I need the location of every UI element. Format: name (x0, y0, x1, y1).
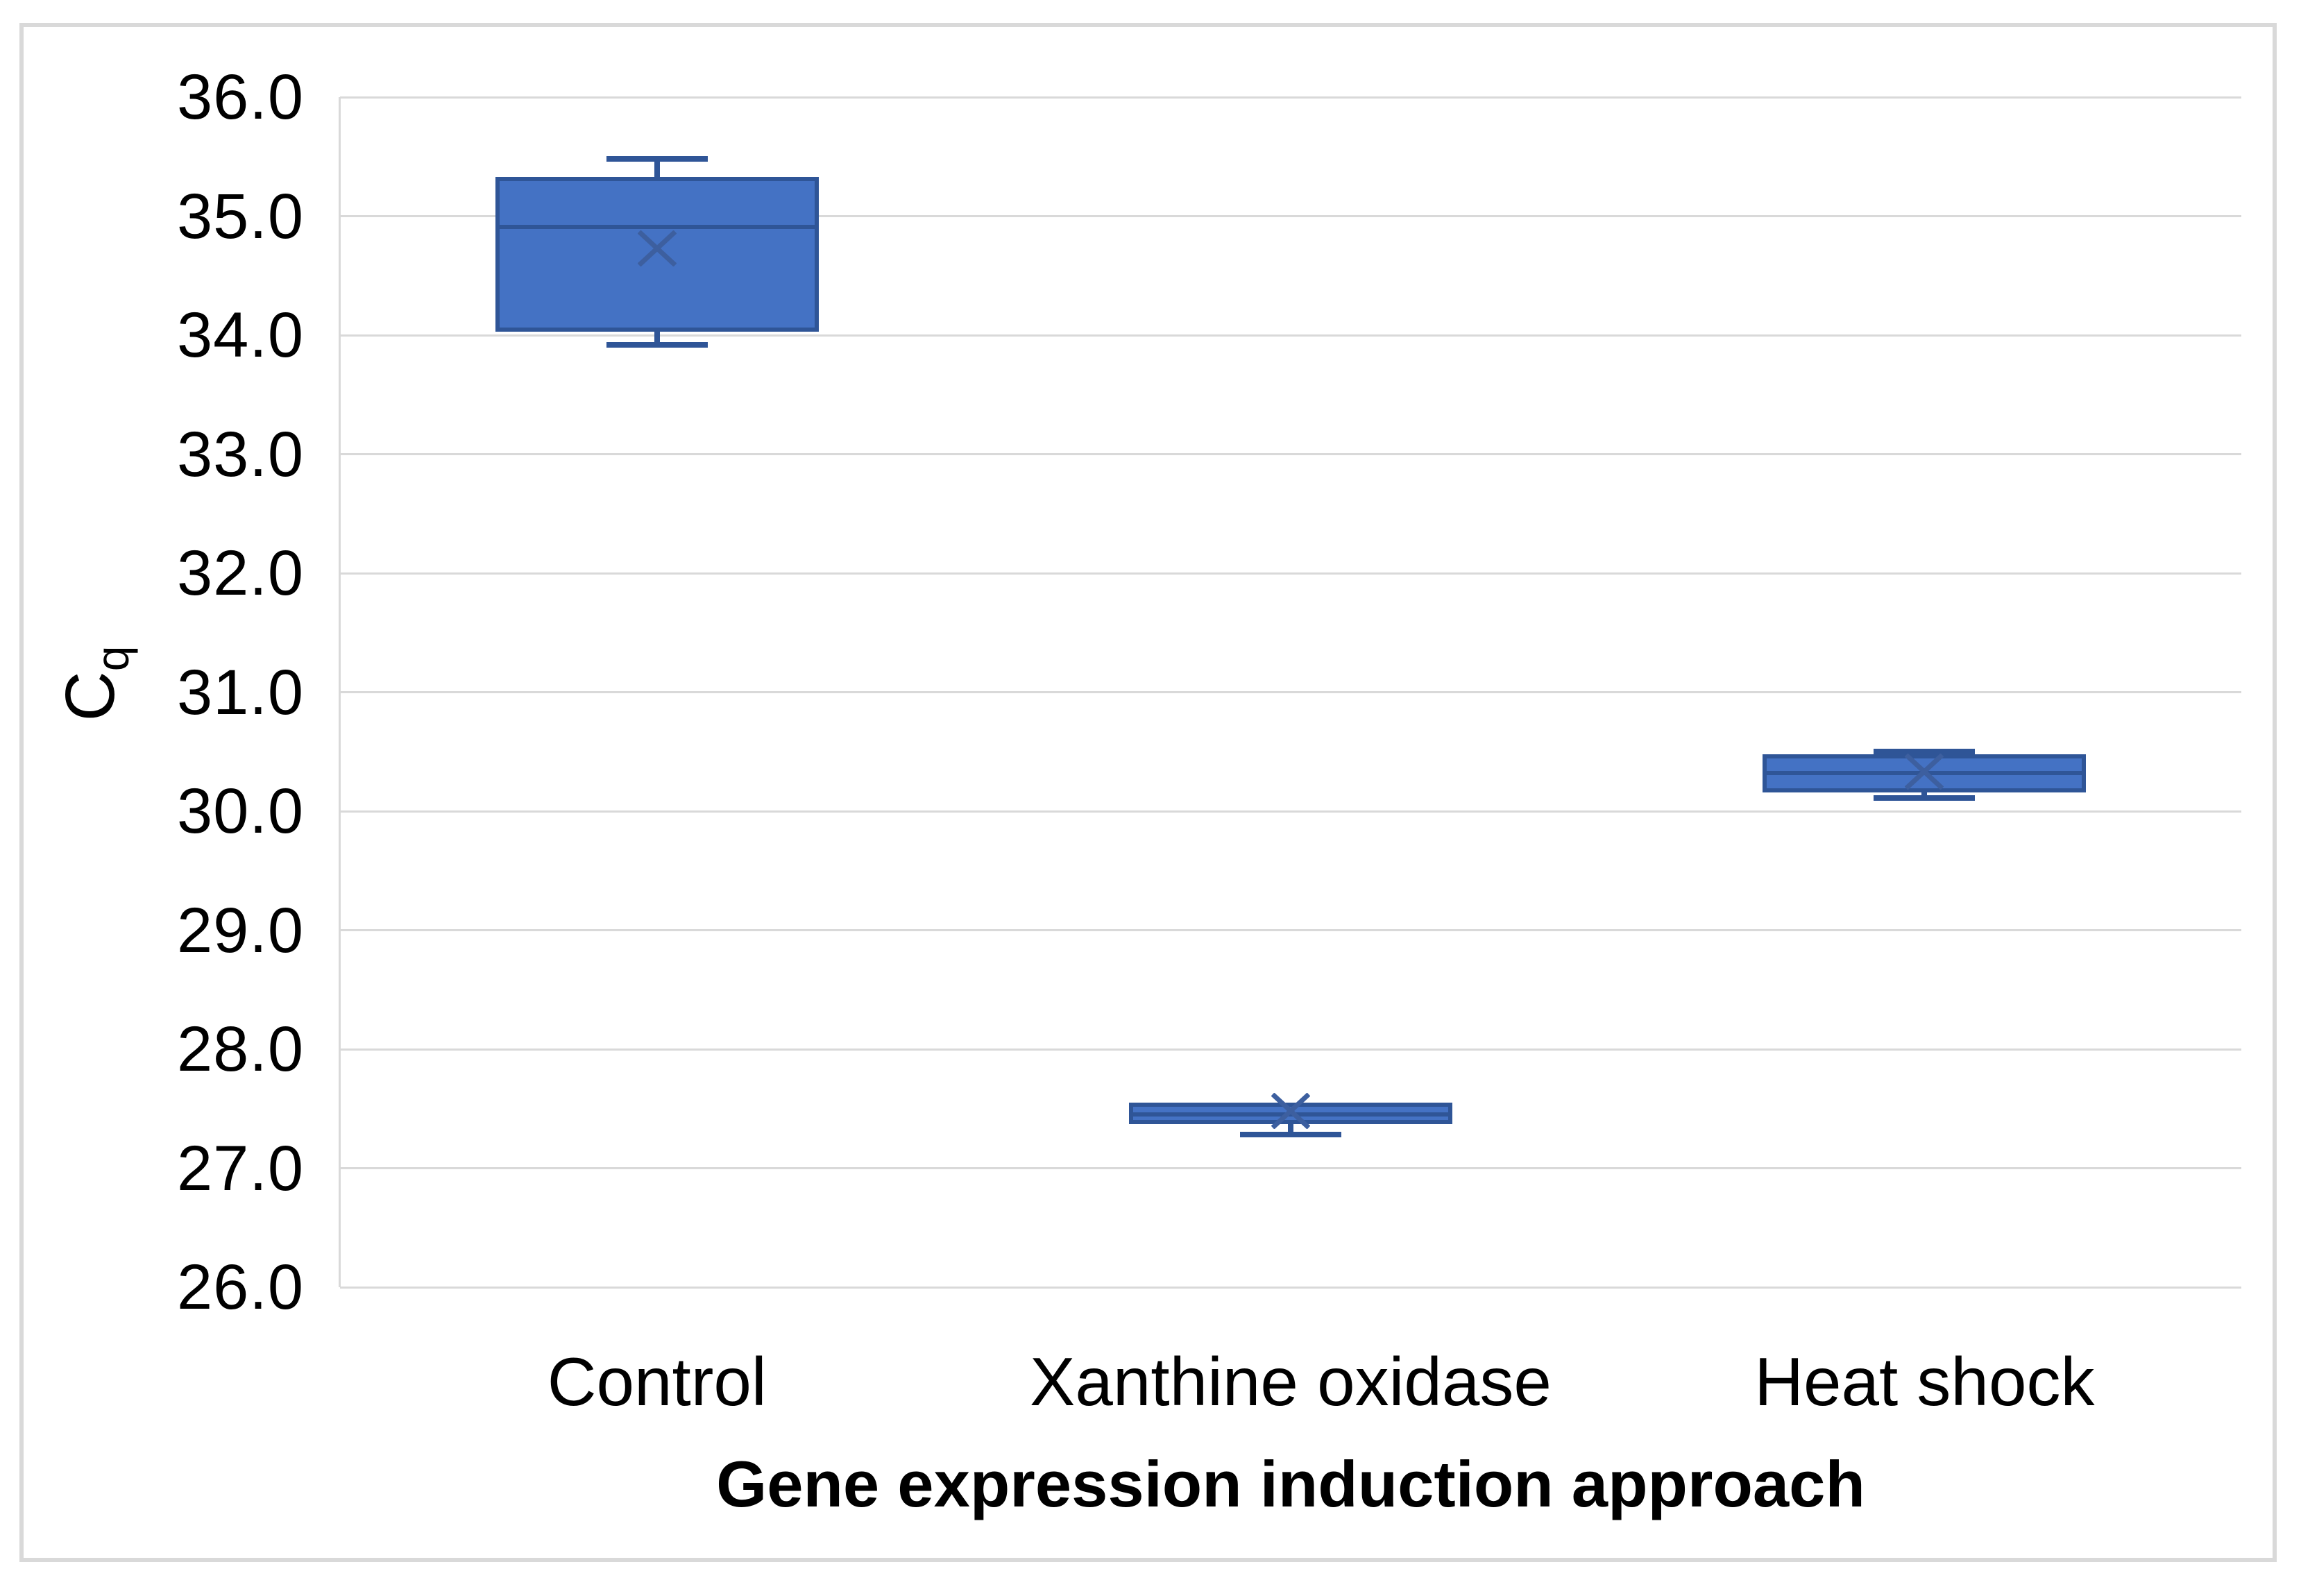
y-tick-label: 28.0 (176, 1014, 304, 1085)
y-tick-label: 31.0 (176, 656, 304, 728)
gridline (340, 96, 2241, 99)
chart-frame (19, 23, 2277, 1562)
y-tick-label: 32.0 (176, 538, 304, 609)
category-label: Heat shock (1754, 1343, 2095, 1420)
y-axis-title-base: C (51, 671, 129, 722)
y-axis-title: Cq (51, 646, 138, 722)
y-tick-label: 29.0 (176, 894, 304, 966)
upper-whisker-cap (606, 156, 708, 162)
y-tick-label: 33.0 (176, 418, 304, 490)
upper-whisker-stem (654, 159, 660, 177)
upper-whisker-cap (1874, 749, 1976, 755)
box-plot-box (495, 176, 819, 332)
lower-whisker-stem (1288, 1124, 1293, 1135)
median-line (499, 224, 815, 229)
gridline (340, 691, 2241, 693)
gridline (340, 334, 2241, 337)
mean-x-marker (637, 230, 677, 267)
gridline (340, 215, 2241, 217)
lower-whisker-cap (1240, 1132, 1341, 1138)
gridline (340, 810, 2241, 813)
lower-whisker-cap (1874, 795, 1976, 801)
median-line (1133, 1112, 1448, 1117)
lower-whisker-stem (654, 331, 660, 345)
lower-whisker-stem (1921, 792, 1928, 799)
gridline (340, 1048, 2241, 1051)
y-tick-label: 26.0 (176, 1252, 304, 1323)
y-tick-label: 27.0 (176, 1132, 304, 1204)
y-tick-label: 34.0 (176, 300, 304, 371)
gridline (340, 1167, 2241, 1169)
gridline (340, 929, 2241, 931)
y-tick-label: 30.0 (176, 776, 304, 847)
y-tick-label: 35.0 (176, 180, 304, 252)
y-axis-line (339, 97, 341, 1287)
mean-x-marker (1904, 753, 1944, 790)
x-axis-title: Gene expression induction approach (716, 1448, 1865, 1520)
gridline (340, 453, 2241, 455)
category-label: Xanthine oxidase (1030, 1343, 1552, 1420)
gridline (340, 572, 2241, 575)
gridline (340, 1286, 2241, 1289)
mean-x-marker (1271, 1092, 1311, 1130)
y-tick-label: 36.0 (176, 62, 304, 133)
category-label: Control (547, 1343, 767, 1420)
lower-whisker-cap (606, 341, 708, 348)
y-axis-title-subscript: q (87, 645, 138, 672)
